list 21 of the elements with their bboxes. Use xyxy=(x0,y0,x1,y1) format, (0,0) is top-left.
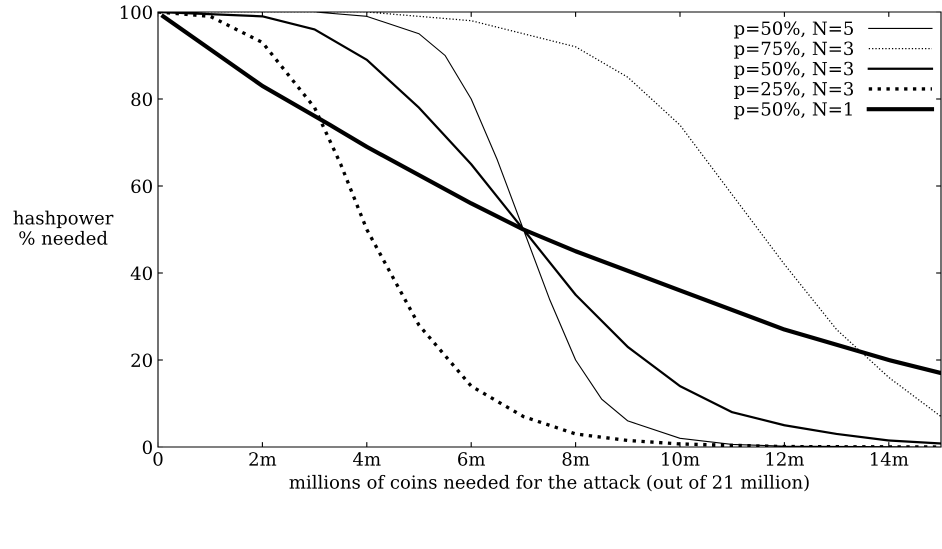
y-tick-label: 0 xyxy=(142,440,152,454)
x-tick-label: 8m xyxy=(562,452,590,466)
legend-label: p=50%, N=1 xyxy=(734,102,852,120)
x-tick-label: 14m xyxy=(870,452,908,466)
legend-label: p=50%, N=5 xyxy=(734,21,853,38)
x-tick-label: 0 xyxy=(153,452,163,466)
y-tick-label: 40 xyxy=(130,266,152,280)
x-tick-label: 6m xyxy=(458,452,486,466)
legend-label: p=50%, N=3 xyxy=(734,62,853,79)
x-tick-label: 2m xyxy=(249,452,276,466)
x-tick-label: 4m xyxy=(353,452,381,466)
y-axis-title: hashpower % needed xyxy=(14,210,114,245)
y-tick-label: 20 xyxy=(131,353,152,368)
legend-label: p=25%, N=3 xyxy=(734,82,853,100)
x-tick-label: 10m xyxy=(662,452,700,466)
y-tick-label: 60 xyxy=(131,179,152,194)
x-tick-label: 12m xyxy=(766,452,804,466)
y-tick-label: 80 xyxy=(131,92,152,106)
y-tick-label: 100 xyxy=(120,5,152,20)
x-axis-title: millions of coins needed for the attack (out of 21 million) xyxy=(289,474,809,492)
legend-label: p=75%, N=3 xyxy=(734,42,853,59)
